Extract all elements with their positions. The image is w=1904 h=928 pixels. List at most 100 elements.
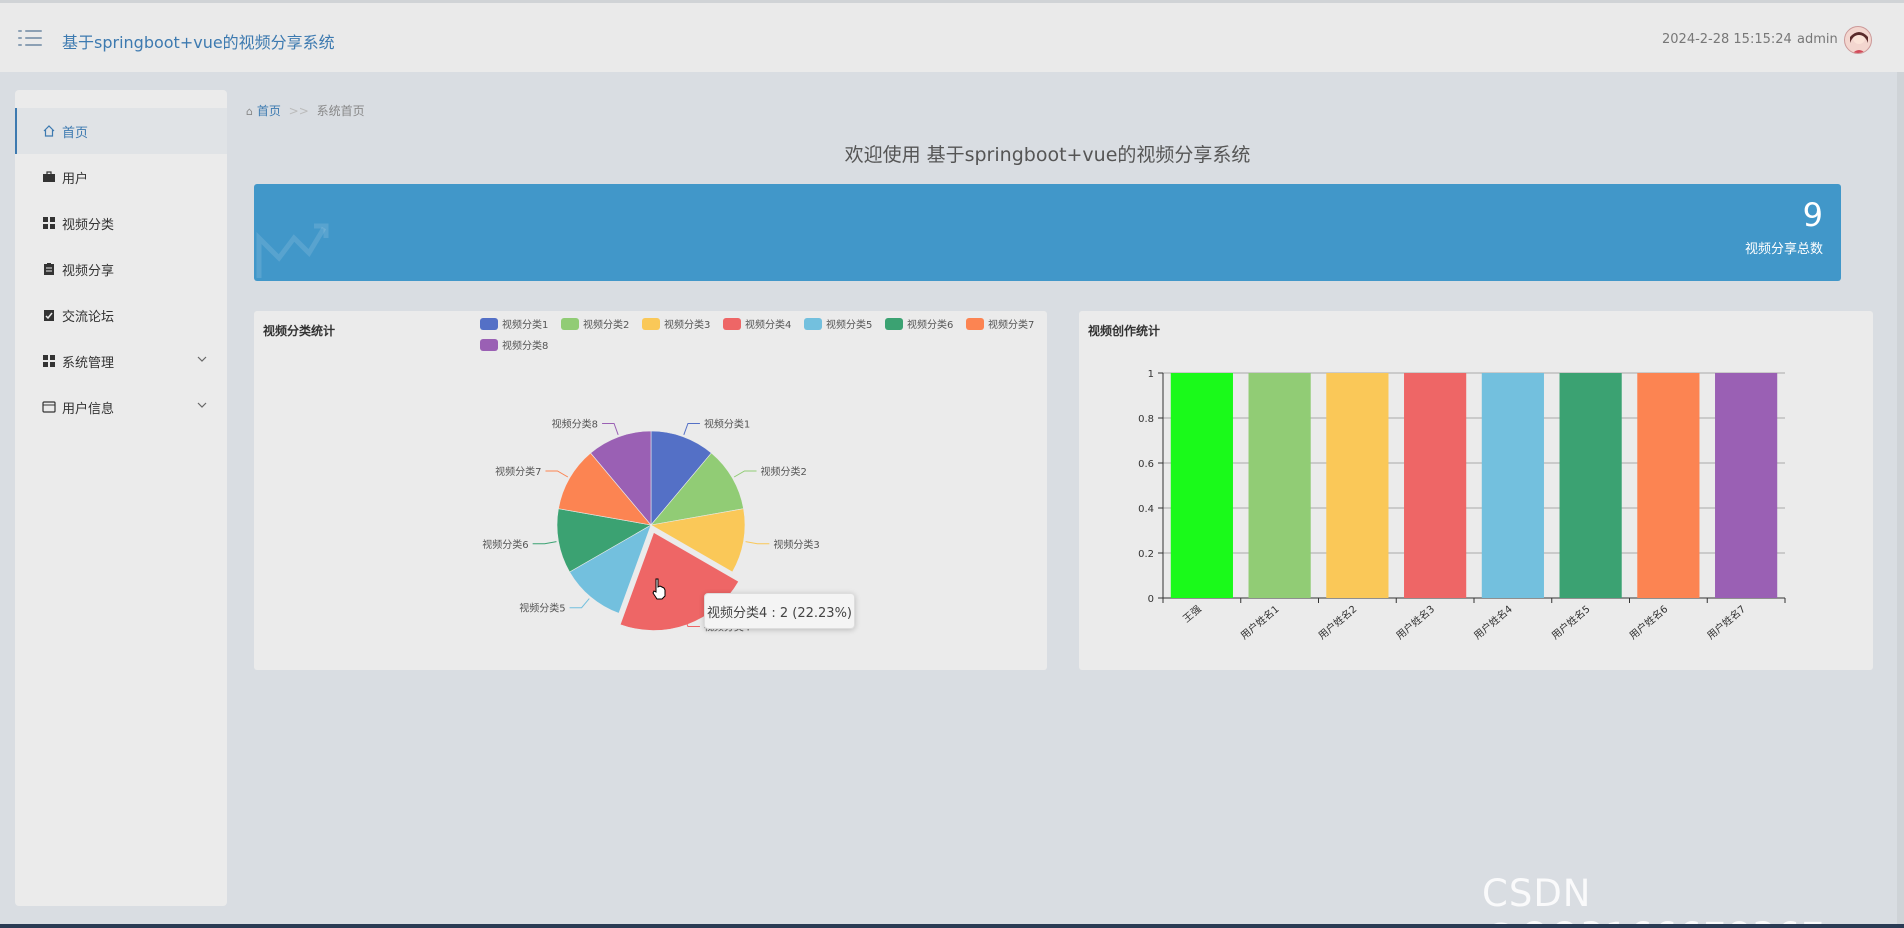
avatar[interactable] (1844, 26, 1872, 54)
legend-swatch (885, 317, 903, 330)
menu-toggle-icon[interactable] (18, 28, 42, 48)
x-tick-label: 用户姓名5 (1549, 602, 1593, 642)
legend-item[interactable]: 视频分类1 (480, 316, 548, 331)
y-tick-label: 0.4 (1138, 504, 1154, 515)
home-icon (42, 124, 56, 138)
x-tick-label: 用户姓名7 (1704, 602, 1748, 642)
sidebar-item-user-info[interactable]: 用户信息 (15, 384, 227, 430)
legend-swatch (723, 317, 741, 330)
chart-legend: 视频分类1 视频分类2 视频分类3 视频分类4 视频分类5 视频分类6 视频分类7 视频分类8 (480, 316, 1040, 356)
sidebar-item-label: 视频分享 (62, 263, 115, 279)
sidebar-item-label: 用户信息 (62, 401, 115, 417)
legend-swatch (480, 317, 498, 330)
chevron-down-icon (197, 398, 207, 412)
pie-slice[interactable] (650, 452, 744, 526)
legend-item[interactable]: 视频分类6 (885, 316, 953, 331)
legend-swatch (642, 317, 660, 330)
pie-label: 视频分类3 (773, 538, 819, 551)
bar[interactable] (1170, 373, 1233, 598)
briefcase-icon (42, 170, 56, 184)
pie-chart-card: 视频分类统计 视频分类1 视频分类2 视频分类3 视频分类4 视频分类5 视频分类6 视频分… (254, 311, 1047, 670)
breadcrumb-separator: >> (288, 104, 309, 118)
x-tick-label: 用户姓名4 (1471, 602, 1515, 642)
app-title: 基于springboot+vue的视频分享系统 (62, 33, 335, 52)
pie-slice[interactable] (558, 452, 652, 526)
legend-label: 视频分类5 (826, 320, 873, 331)
current-datetime: 2024-2-28 15:15:24 (1662, 32, 1792, 47)
sidebar-item-label: 视频分类 (62, 217, 115, 233)
top-header: 基于springboot+vue的视频分享系统 2024-2-28 15:15:… (0, 0, 1904, 72)
sidebar-item-system-management[interactable]: 系统管理 (15, 338, 227, 384)
pie-label-line (532, 541, 557, 545)
bar[interactable] (1559, 373, 1622, 598)
page-title: 欢迎使用 基于springboot+vue的视频分享系统 (844, 144, 1251, 166)
chart-trend-icon (256, 223, 329, 278)
pie-slice[interactable] (569, 524, 652, 614)
pie-slice[interactable] (650, 508, 746, 573)
x-tick-label: 用户姓名3 (1393, 602, 1437, 642)
sidebar-item-video-share[interactable]: 视频分享 (15, 246, 227, 292)
y-tick-label: 0.8 (1138, 414, 1154, 425)
legend-item[interactable]: 视频分类2 (561, 316, 629, 331)
chevron-down-icon (197, 352, 207, 366)
legend-label: 视频分类4 (745, 320, 792, 331)
pie-slice[interactable] (590, 430, 652, 526)
pie-label-line (602, 423, 619, 435)
breadcrumb-current: 系统首页 (316, 104, 365, 118)
breadcrumb: ⌂ 首页 >> 系统首页 (246, 102, 365, 119)
hand-cursor-icon (652, 578, 666, 600)
bar[interactable] (1481, 373, 1544, 598)
legend-label: 视频分类8 (502, 341, 549, 352)
clipboard-icon (42, 262, 56, 276)
pie-label: 视频分类8 (552, 418, 598, 431)
stat-banner: 9 视频分享总数 (254, 184, 1841, 281)
sidebar-item-label: 首页 (62, 125, 89, 141)
pie-label-line (683, 615, 700, 627)
chart-tooltip: 视频分类4 : 2 (22.23%) (704, 593, 855, 629)
legend-swatch (804, 317, 822, 330)
legend-item[interactable]: 视频分类8 (480, 337, 548, 352)
legend-swatch (966, 317, 984, 330)
bar-chart-card: 视频创作统计 0 0.2 0.4 0.6 0.8 1 王强 用户姓名1 用户姓名2 用户姓名3 用户… (1079, 311, 1873, 670)
stat-value: 9 (1802, 196, 1823, 234)
legend-label: 视频分类6 (907, 320, 954, 331)
bar[interactable] (1637, 373, 1700, 598)
y-tick-label: 0.6 (1138, 459, 1154, 470)
x-tick-label: 王强 (1181, 603, 1204, 625)
legend-item[interactable]: 视频分类4 (723, 316, 791, 331)
bar[interactable] (1326, 373, 1389, 598)
legend-label: 视频分类1 (502, 320, 549, 331)
pie-label: 视频分类7 (495, 465, 541, 478)
page-scrollbar[interactable] (1897, 72, 1904, 924)
sidebar-item-forum[interactable]: 交流论坛 (15, 292, 227, 338)
legend-item[interactable]: 视频分类5 (804, 316, 872, 331)
legend-label: 视频分类2 (583, 320, 630, 331)
bar[interactable] (1404, 373, 1467, 598)
chart-title: 视频分类统计 (263, 324, 336, 338)
pie-label-line (683, 423, 700, 435)
clipboard-check-icon (42, 308, 56, 322)
grid-icon (42, 216, 56, 230)
bar[interactable] (1248, 373, 1311, 598)
stat-label: 视频分享总数 (1744, 242, 1823, 257)
bar[interactable] (1715, 373, 1778, 598)
breadcrumb-home[interactable]: 首页 (256, 104, 281, 118)
pie-label-line (733, 470, 757, 478)
legend-item[interactable]: 视频分类7 (966, 316, 1034, 331)
pie-label: 视频分类1 (704, 418, 750, 431)
username[interactable]: admin (1797, 32, 1838, 47)
pie-slice[interactable] (650, 430, 712, 526)
sidebar-item-users[interactable]: 用户 (15, 154, 227, 200)
card-icon (42, 400, 56, 414)
pie-label-line (569, 598, 590, 609)
y-tick-label: 0.2 (1138, 549, 1154, 560)
grid-icon (42, 354, 56, 368)
sidebar-item-home[interactable]: 首页 (15, 108, 227, 154)
legend-item[interactable]: 视频分类3 (642, 316, 710, 331)
sidebar-item-video-category[interactable]: 视频分类 (15, 200, 227, 246)
pie-slice[interactable] (556, 508, 652, 573)
sidebar: 首页 用户 视频分类 视频分享 交流论坛 系统管理 (15, 90, 227, 906)
pie-label: 视频分类2 (761, 465, 807, 478)
legend-label: 视频分类7 (988, 320, 1035, 331)
